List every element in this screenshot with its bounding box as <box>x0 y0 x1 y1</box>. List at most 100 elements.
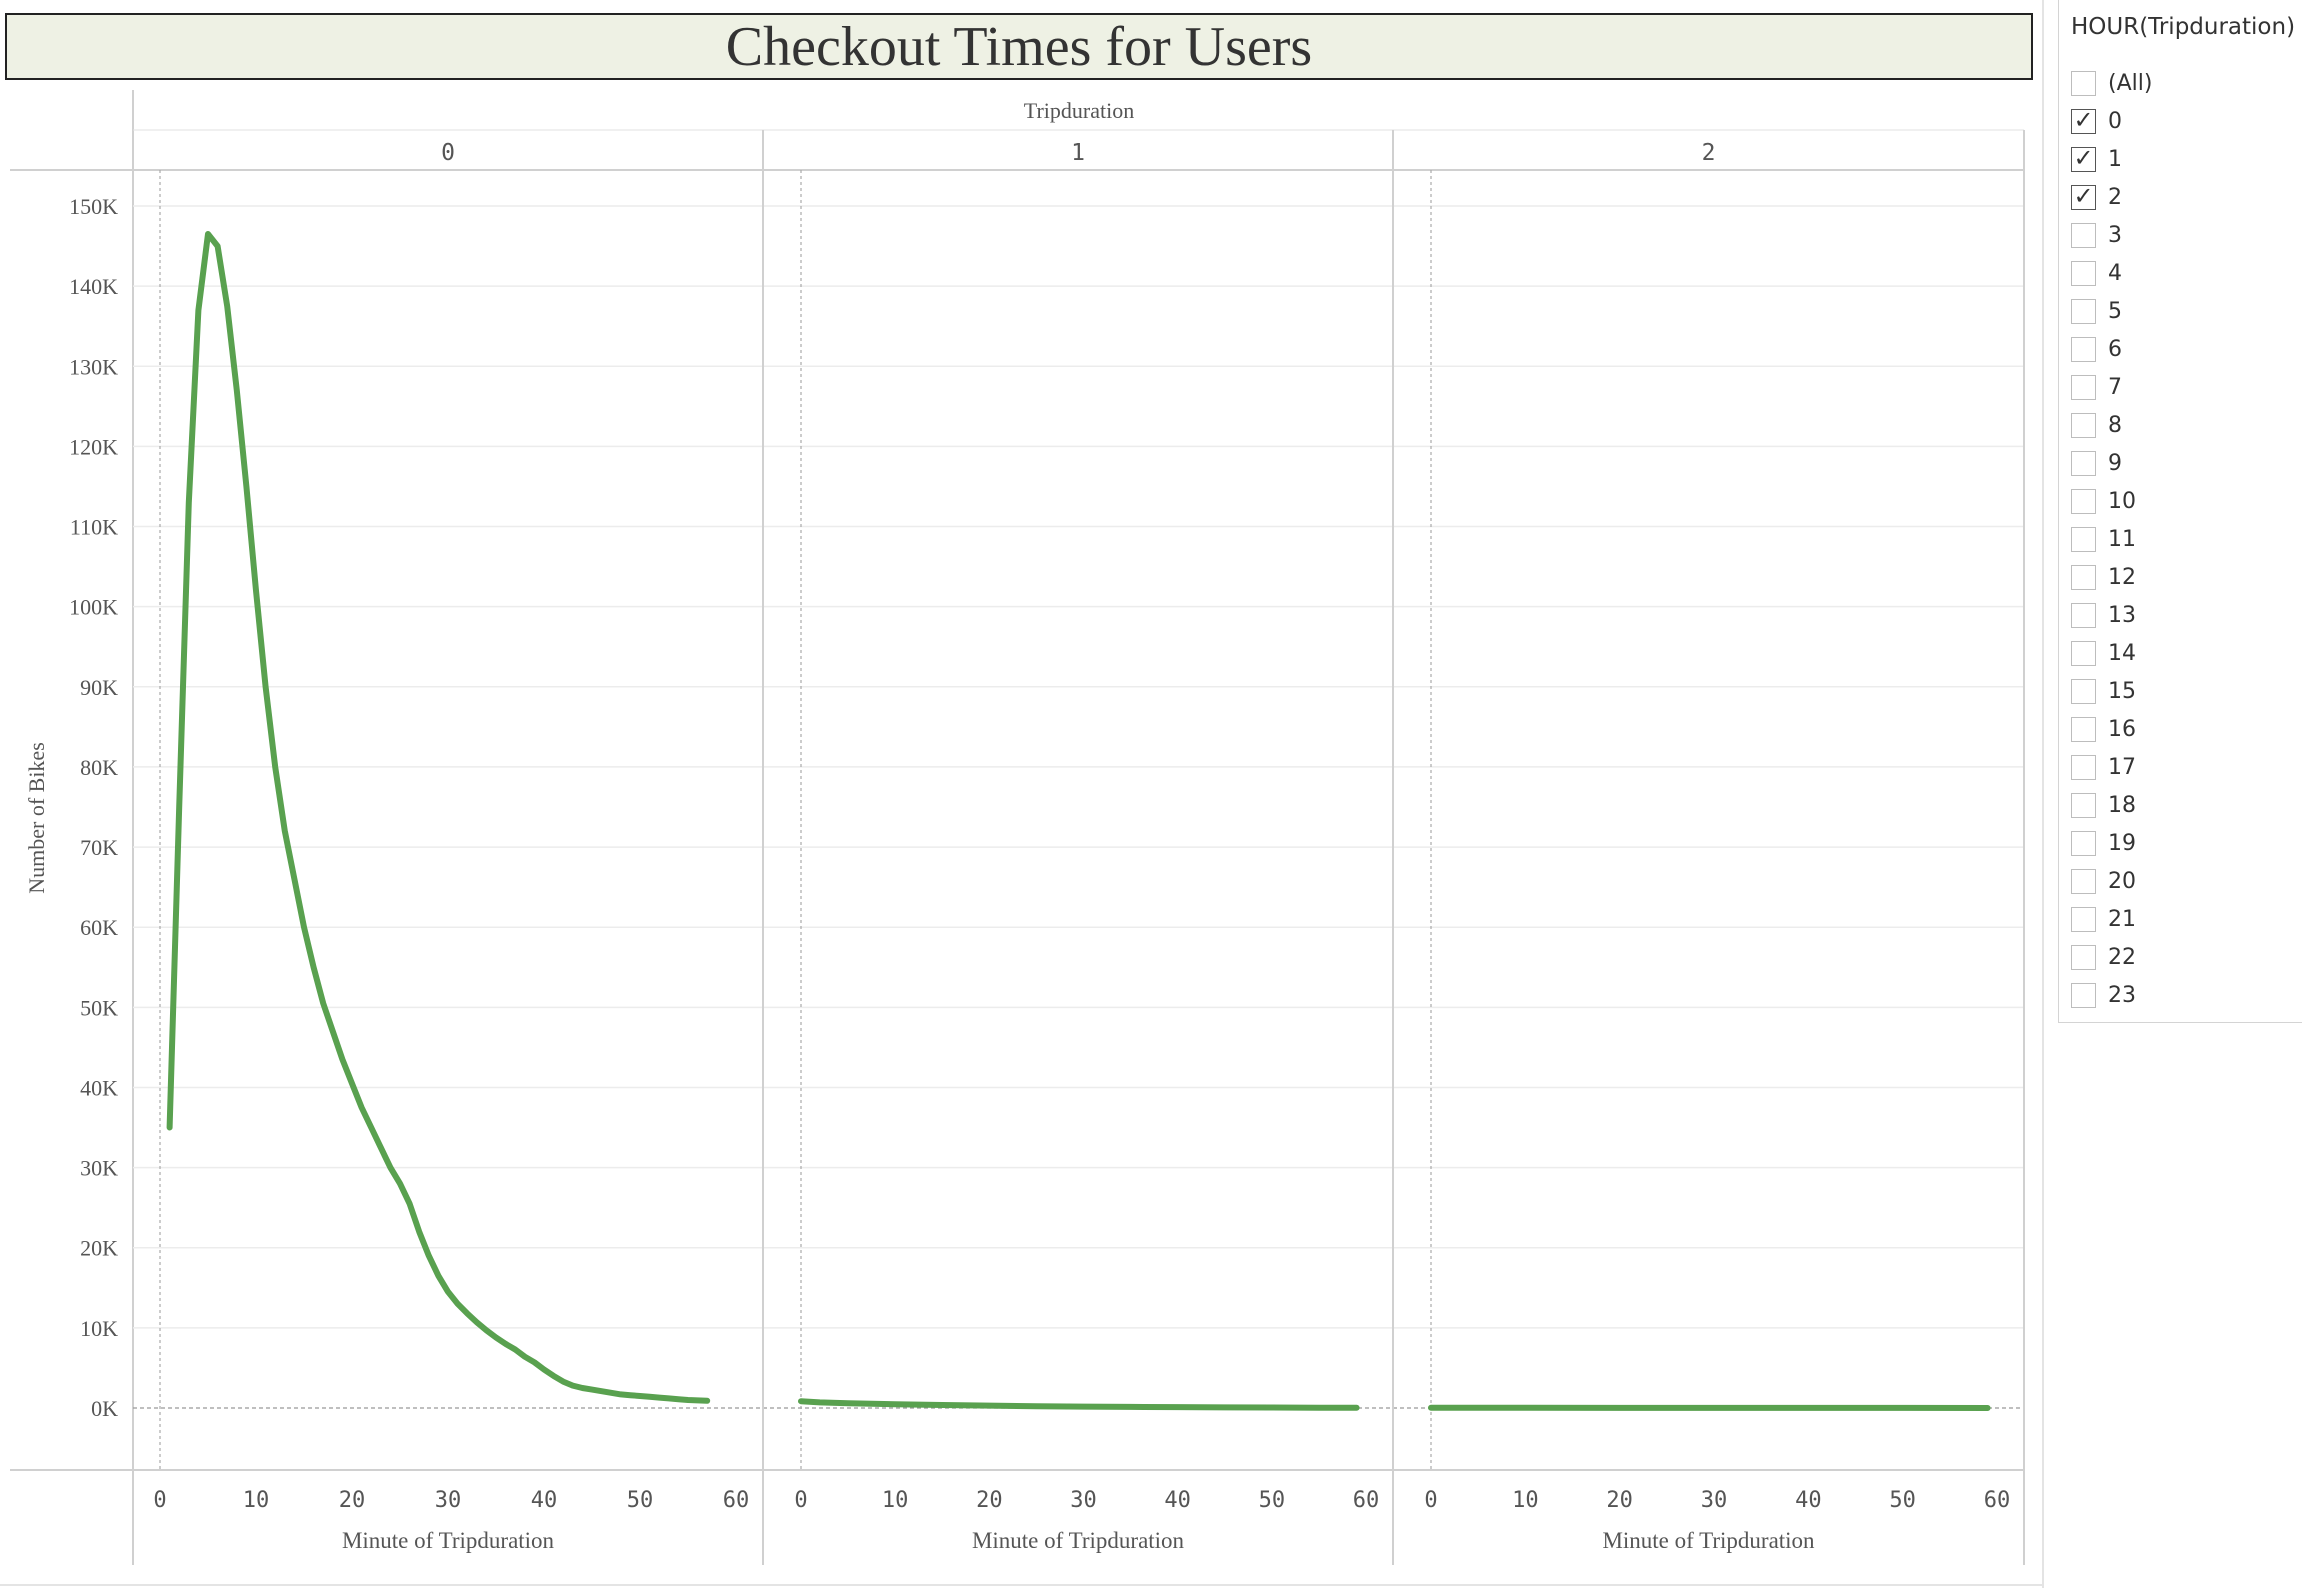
viz-border <box>2042 0 2044 1588</box>
checkbox[interactable] <box>2071 602 2096 628</box>
checkbox[interactable] <box>2071 298 2096 324</box>
check-icon: ✓ <box>2073 107 2094 134</box>
checkbox[interactable] <box>2071 830 2096 856</box>
filter-item[interactable]: 21 <box>2071 900 2152 938</box>
filter-item-label: 14 <box>2108 640 2136 666</box>
filter-item[interactable]: 12 <box>2071 558 2152 596</box>
filter-item[interactable]: 15 <box>2071 672 2152 710</box>
checkbox[interactable] <box>2071 982 2096 1008</box>
filter-item[interactable]: 13 <box>2071 596 2152 634</box>
filter-item[interactable]: 7 <box>2071 368 2152 406</box>
filter-item-label: 16 <box>2108 716 2136 742</box>
filter-item-label: 1 <box>2108 146 2122 172</box>
x-tick-label: 0 <box>153 1488 166 1513</box>
filter-item[interactable]: ✓ 1 <box>2071 140 2152 178</box>
chart-layer: 0K10K20K30K40K50K60K70K80K90K100K110K120… <box>10 90 2025 1565</box>
checkbox[interactable] <box>2071 526 2096 552</box>
pane-header: 0 <box>441 140 455 166</box>
checkbox[interactable] <box>2071 564 2096 590</box>
x-tick-label: 30 <box>1701 1488 1728 1513</box>
filter-item[interactable]: 3 <box>2071 216 2152 254</box>
series-line <box>166 231 711 1404</box>
checkbox[interactable] <box>2071 792 2096 818</box>
filter-item[interactable]: 23 <box>2071 976 2152 1014</box>
y-tick-label: 150K <box>69 194 118 219</box>
checkbox[interactable] <box>2071 868 2096 894</box>
filter-item[interactable]: 18 <box>2071 786 2152 824</box>
filter-item-label: 7 <box>2108 374 2122 400</box>
checkbox[interactable] <box>2071 488 2096 514</box>
x-tick-label: 10 <box>1512 1488 1539 1513</box>
x-tick-label: 60 <box>1353 1488 1380 1513</box>
check-icon: ✓ <box>2073 145 2094 172</box>
x-tick-label: 0 <box>794 1488 807 1513</box>
filter-item-label: 5 <box>2108 298 2122 324</box>
filter-item[interactable]: 14 <box>2071 634 2152 672</box>
filter-item[interactable]: 10 <box>2071 482 2152 520</box>
filter-item[interactable]: 8 <box>2071 406 2152 444</box>
filter-item-label: 12 <box>2108 564 2136 590</box>
filter-item-label: 23 <box>2108 982 2136 1008</box>
checkbox-checked[interactable]: ✓ <box>2071 107 2096 134</box>
filter-item-label: 15 <box>2108 678 2136 704</box>
filter-item-label: 18 <box>2108 792 2136 818</box>
filter-item[interactable]: 16 <box>2071 710 2152 748</box>
checkbox[interactable] <box>2071 640 2096 666</box>
checkbox[interactable] <box>2071 336 2096 362</box>
checkbox[interactable] <box>2071 222 2096 248</box>
filter-item-label: 17 <box>2108 754 2136 780</box>
filter-item[interactable]: 4 <box>2071 254 2152 292</box>
filter-item[interactable]: 19 <box>2071 824 2152 862</box>
y-tick-label: 20K <box>80 1236 118 1261</box>
y-tick-label: 70K <box>80 835 118 860</box>
x-axis-label: Minute of Tripduration <box>342 1528 555 1553</box>
checkbox[interactable] <box>2071 374 2096 400</box>
checkbox-checked[interactable]: ✓ <box>2071 183 2096 210</box>
pane-header: 1 <box>1071 140 1085 166</box>
checkbox[interactable] <box>2071 412 2096 438</box>
x-axis-label: Minute of Tripduration <box>1602 1528 1815 1553</box>
filter-item-label: 10 <box>2108 488 2136 514</box>
check-icon: ✓ <box>2073 183 2094 210</box>
x-tick-label: 40 <box>1164 1488 1191 1513</box>
checkbox[interactable] <box>2071 906 2096 932</box>
x-tick-label: 30 <box>1070 1488 1097 1513</box>
x-axis-label: Minute of Tripduration <box>972 1528 1185 1553</box>
filter-item-label: 8 <box>2108 412 2122 438</box>
filter-item[interactable]: ✓ 2 <box>2071 178 2152 216</box>
checkbox[interactable] <box>2071 260 2096 286</box>
filter-item[interactable]: 17 <box>2071 748 2152 786</box>
checkbox[interactable] <box>2071 678 2096 704</box>
x-tick-label: 10 <box>243 1488 270 1513</box>
checkbox[interactable] <box>2071 716 2096 742</box>
checkbox[interactable] <box>2071 754 2096 780</box>
y-tick-label: 90K <box>80 675 118 700</box>
filter-item[interactable]: 11 <box>2071 520 2152 558</box>
checkbox[interactable] <box>2071 450 2096 476</box>
filter-item-label: 11 <box>2108 526 2136 552</box>
y-tick-label: 140K <box>69 274 118 299</box>
filter-item[interactable]: 5 <box>2071 292 2152 330</box>
filter-item-label: 2 <box>2108 184 2122 210</box>
y-tick-label: 130K <box>69 354 118 379</box>
y-tick-label: 60K <box>80 915 118 940</box>
x-tick-label: 20 <box>1606 1488 1633 1513</box>
filter-item[interactable]: (All) <box>2071 64 2152 102</box>
filter-item-label: 19 <box>2108 830 2136 856</box>
checkbox[interactable] <box>2071 944 2096 970</box>
filter-item[interactable]: 9 <box>2071 444 2152 482</box>
x-tick-label: 40 <box>1795 1488 1822 1513</box>
filter-item[interactable]: 22 <box>2071 938 2152 976</box>
viz-border-bottom <box>0 1584 2042 1586</box>
filter-item-label: 6 <box>2108 336 2122 362</box>
filter-list: (All) ✓ 0 ✓ 1 ✓ 2 3 4 5 6 7 8 9 10 11 12 13 14 15 16 17 18 19 20… <box>2071 64 2152 1014</box>
filter-item[interactable]: 20 <box>2071 862 2152 900</box>
x-tick-label: 50 <box>627 1488 654 1513</box>
y-tick-label: 40K <box>80 1075 118 1100</box>
checkbox-checked[interactable]: ✓ <box>2071 145 2096 172</box>
filter-item[interactable]: 6 <box>2071 330 2152 368</box>
checkbox[interactable] <box>2071 70 2096 96</box>
filter-item-label: 4 <box>2108 260 2122 286</box>
x-tick-label: 40 <box>531 1488 558 1513</box>
filter-item[interactable]: ✓ 0 <box>2071 102 2152 140</box>
